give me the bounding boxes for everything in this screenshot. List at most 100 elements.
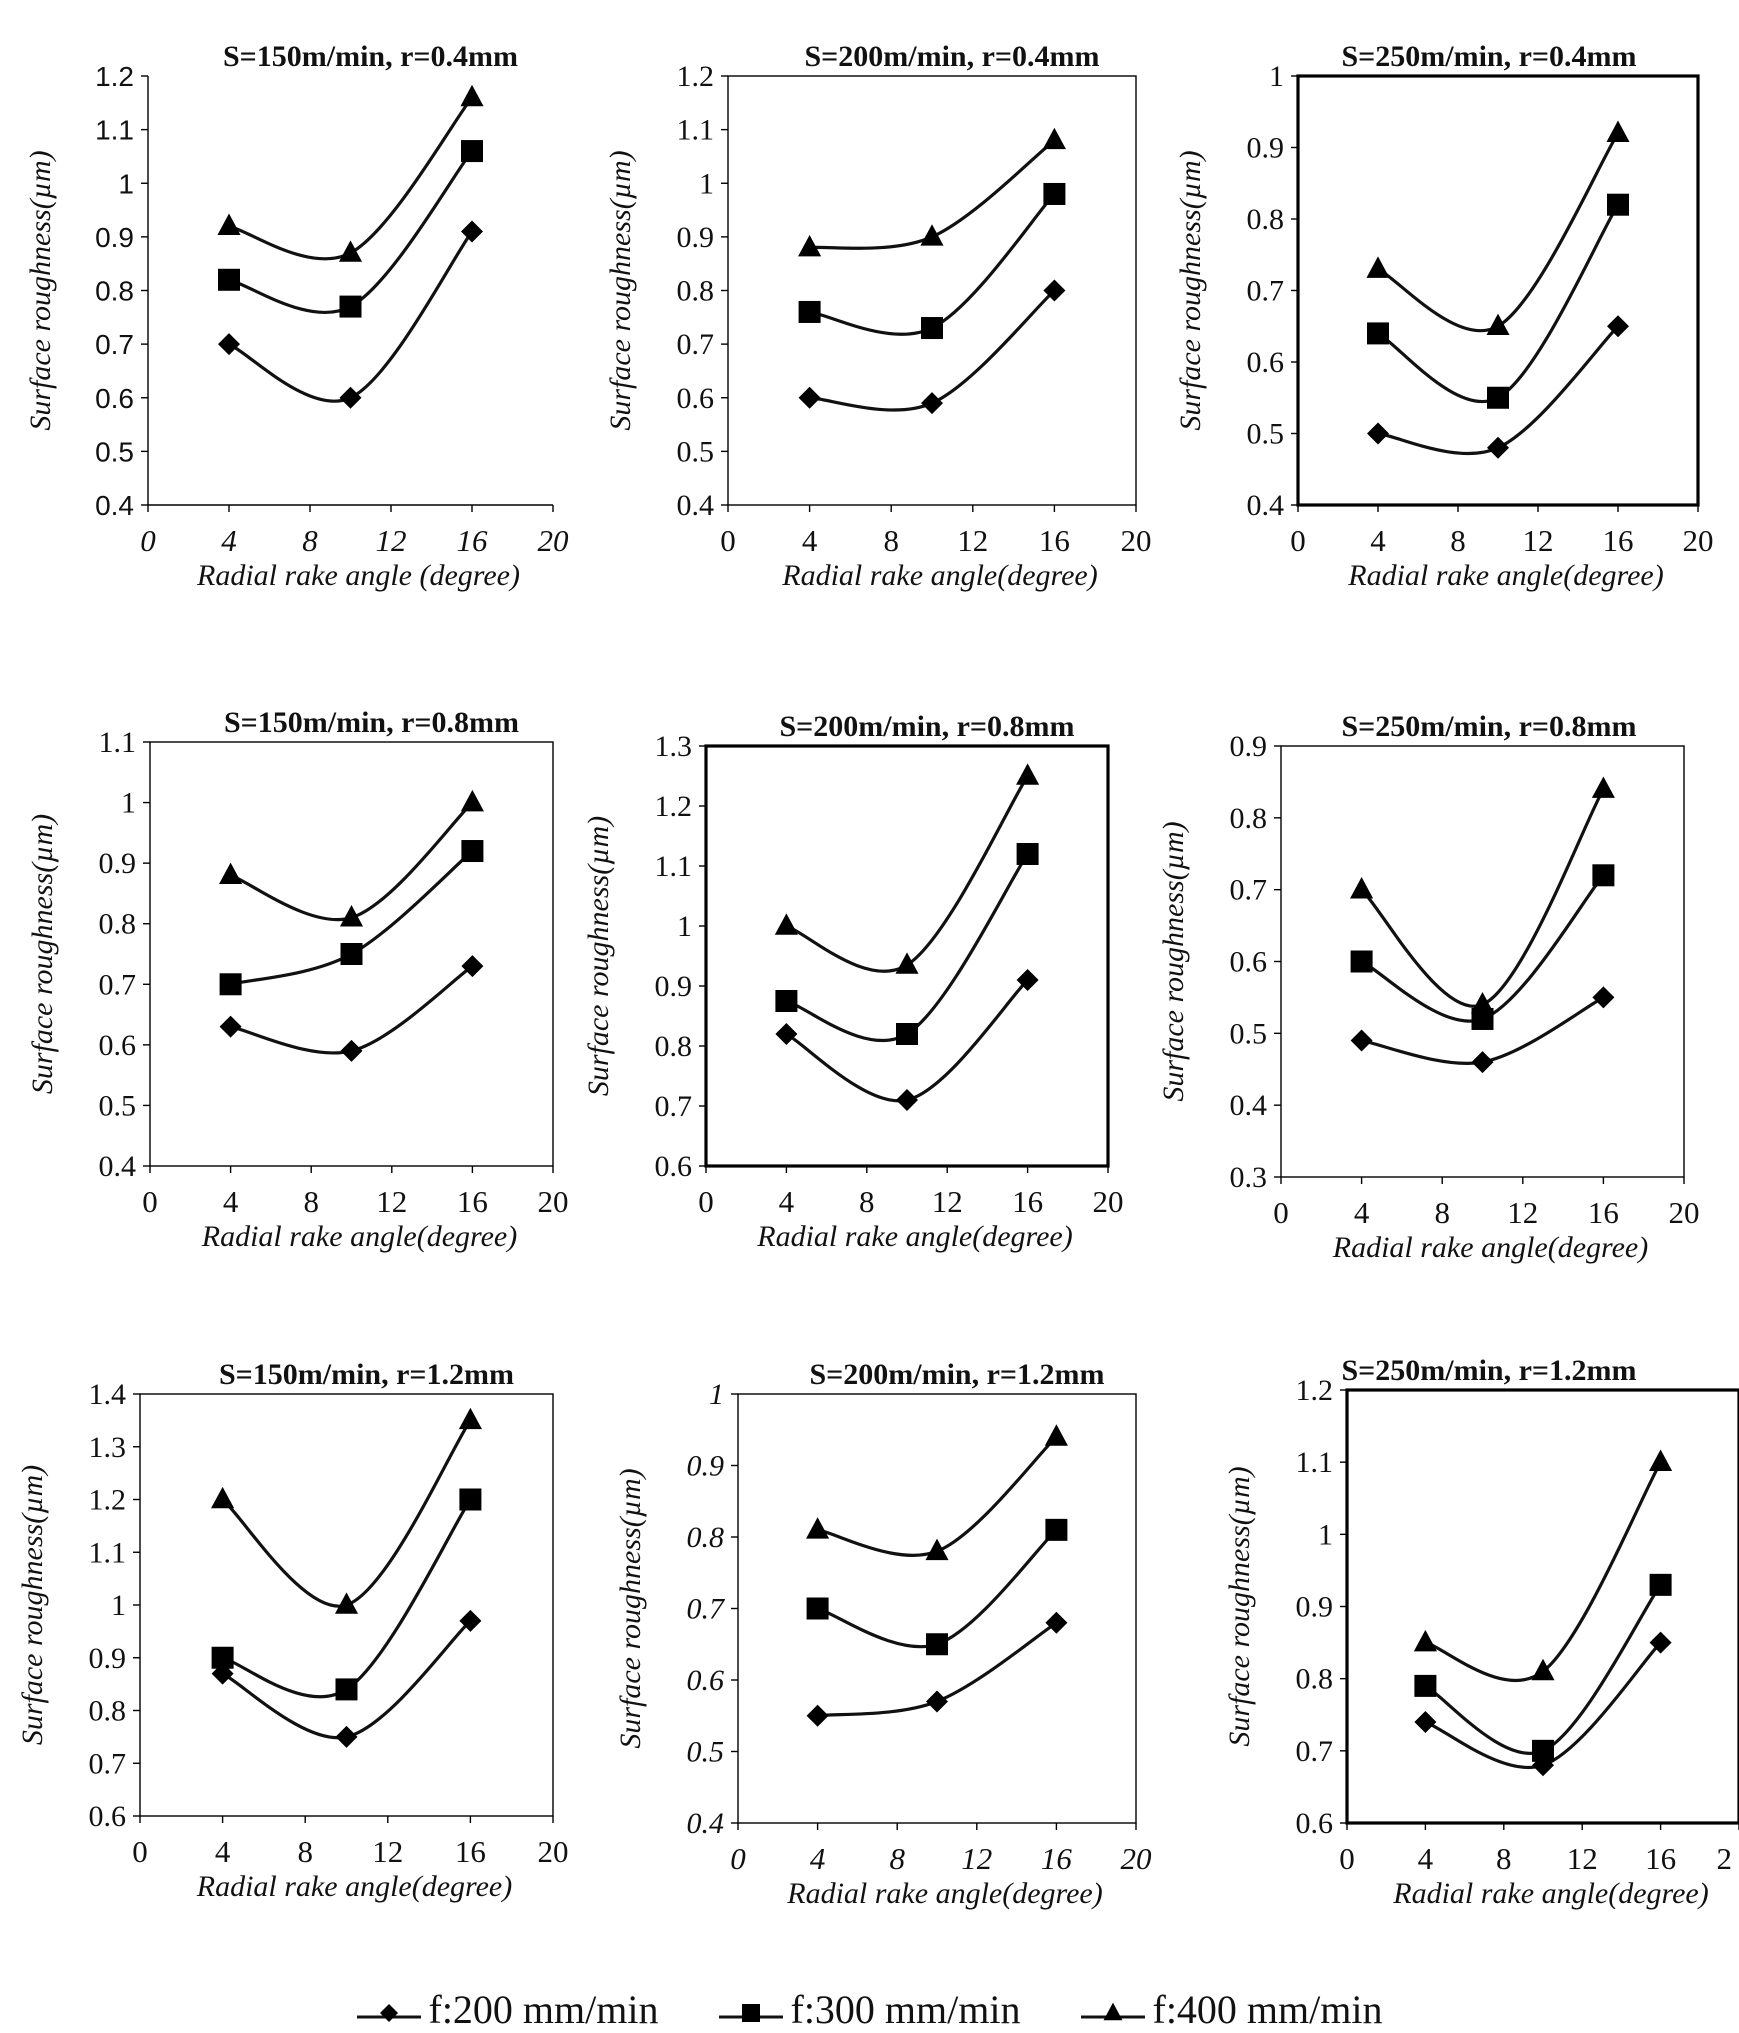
x-tick-label: 12	[961, 1841, 992, 1876]
data-point-triangle	[1350, 877, 1374, 899]
data-point-diamond	[1414, 1710, 1437, 1733]
y-tick-label: 0.4	[1247, 489, 1285, 522]
data-point-triangle	[219, 862, 243, 885]
x-tick-label: 12	[372, 1834, 403, 1869]
x-tick-label: 16	[1645, 1841, 1676, 1876]
y-axis-label: Surface roughness(µm)	[1223, 1466, 1256, 1746]
x-axis-label: Radial rake angle(degree)	[1392, 1877, 1708, 1910]
legend-item: f:300 mm/min	[718, 1986, 1021, 2033]
x-tick-label: 20	[1669, 1195, 1700, 1230]
x-tick-label: 16	[1588, 1195, 1619, 1230]
y-tick-label: 1	[121, 787, 136, 820]
y-tick-label: 0.8	[687, 1521, 725, 1554]
data-point-triangle	[895, 952, 919, 974]
series-line-triangle	[1360, 788, 1605, 1008]
x-tick-label: 12	[376, 523, 407, 558]
y-tick-label: 1.2	[95, 61, 134, 92]
data-point-diamond	[1649, 1631, 1672, 1654]
x-tick-label: 4	[802, 523, 818, 558]
data-point-triangle	[460, 789, 484, 812]
data-point-square	[1043, 182, 1066, 205]
legend-label: f:200 mm/min	[428, 1987, 659, 2032]
chart-title: S=250m/min, r=0.4mm	[1341, 40, 1636, 73]
data-point-triangle	[1413, 1629, 1437, 1652]
data-point-diamond	[775, 1023, 798, 1045]
y-tick-label: 0.6	[89, 1800, 127, 1833]
x-tick-label: 20	[538, 1834, 569, 1869]
y-tick-label: 0.6	[655, 1150, 693, 1183]
x-tick-label: 16	[1039, 523, 1070, 558]
data-point-diamond	[219, 1015, 242, 1038]
data-point-square	[340, 943, 363, 965]
x-tick-label: 16	[457, 523, 489, 558]
y-tick-label: 0.6	[1247, 346, 1285, 379]
series-line-triangle	[817, 1435, 1058, 1557]
x-axis-label: Radial rake angle(degree)	[201, 1220, 517, 1253]
x-tick-label: 8	[889, 1841, 905, 1876]
y-tick-label: 0.9	[99, 847, 137, 880]
data-point-triangle	[1016, 763, 1040, 785]
y-tick-label: 1.1	[655, 850, 693, 883]
data-point-diamond	[340, 1039, 363, 1062]
x-tick-label: 8	[1496, 1841, 1512, 1876]
x-tick-label: 0	[1273, 1195, 1289, 1230]
data-point-diamond	[1350, 1029, 1373, 1052]
y-tick-label: 0.4	[99, 1150, 137, 1183]
data-point-diamond	[1367, 422, 1389, 445]
data-point-triangle	[925, 1538, 949, 1561]
data-point-square	[1649, 1573, 1672, 1596]
x-axis-label: Radial rake angle (degree)	[196, 559, 520, 592]
y-tick-label: 1.3	[655, 730, 693, 763]
data-point-diamond	[798, 386, 821, 409]
x-tick-label: 8	[883, 523, 899, 558]
data-point-triangle	[338, 240, 363, 262]
x-tick-label: 12	[957, 523, 988, 558]
data-point-square	[1471, 1007, 1494, 1030]
x-tick-label: 8	[859, 1184, 875, 1219]
y-tick-label: 1.4	[89, 1378, 127, 1411]
x-tick-label: 20	[538, 1184, 569, 1219]
data-point-diamond	[1592, 986, 1615, 1009]
plot-frame	[1280, 745, 1685, 1178]
chart-title: S=200m/min, r=0.8mm	[779, 710, 1074, 743]
x-tick-label: 0	[142, 1184, 158, 1219]
data-point-triangle	[458, 1407, 482, 1430]
data-point-square	[339, 295, 362, 318]
y-tick-label: 0.7	[1296, 1735, 1334, 1768]
x-tick-label: 12	[1567, 1841, 1598, 1876]
data-point-diamond	[1607, 315, 1629, 338]
y-tick-label: 1.2	[89, 1484, 127, 1517]
data-point-square	[219, 973, 242, 996]
x-tick-label: 16	[457, 1184, 488, 1219]
chart-9: 0.6 0.7 0.8 0.9 1 1.1 1.2 0 4 8 12 16 2 S=250m/min, r…	[1223, 1354, 1739, 1910]
chart-4: 0.4 0.5 0.6 0.7 0.8 0.9 1 1.1 0 4 8 12 16 20 S=150m/mi…	[26, 706, 569, 1253]
y-tick-label: 0.9	[1296, 1591, 1334, 1624]
x-tick-label: 0	[720, 523, 736, 558]
data-point-diamond	[896, 1089, 918, 1111]
y-tick-label: 0.8	[1230, 802, 1268, 835]
chart-3: 0.4 0.5 0.6 0.7 0.8 0.9 1 0 4 8 12 16 20 S=250m/min, …	[1174, 40, 1714, 592]
data-point-triangle	[1591, 776, 1615, 798]
data-point-triangle	[1486, 313, 1510, 336]
y-tick-label: 0.6	[99, 1029, 137, 1062]
chart-title: S=150m/min, r=0.8mm	[224, 706, 519, 739]
y-tick-label: 0.6	[95, 383, 134, 414]
data-point-square	[806, 1597, 829, 1620]
y-tick-label: 1	[699, 167, 714, 200]
y-tick-label: 1	[111, 1589, 126, 1622]
y-tick-label: 0.5	[1247, 418, 1285, 451]
y-tick-label: 0.9	[677, 221, 715, 254]
y-tick-label: 1.2	[655, 790, 693, 823]
x-axis-label: Radial rake angle(degree)	[756, 1220, 1072, 1253]
data-point-square	[1367, 322, 1389, 345]
y-tick-label: 0.7	[1230, 874, 1268, 907]
x-tick-label: 20	[1093, 1184, 1124, 1219]
series-line-triangle	[228, 96, 474, 261]
x-tick-label: 4	[223, 1184, 239, 1219]
y-tick-label: 1	[677, 910, 692, 943]
x-tick-label: 0	[140, 523, 156, 558]
data-point-square	[211, 1646, 234, 1669]
y-axis-label: Surface roughness(µm)	[604, 150, 637, 430]
y-tick-label: 1.3	[89, 1431, 127, 1464]
